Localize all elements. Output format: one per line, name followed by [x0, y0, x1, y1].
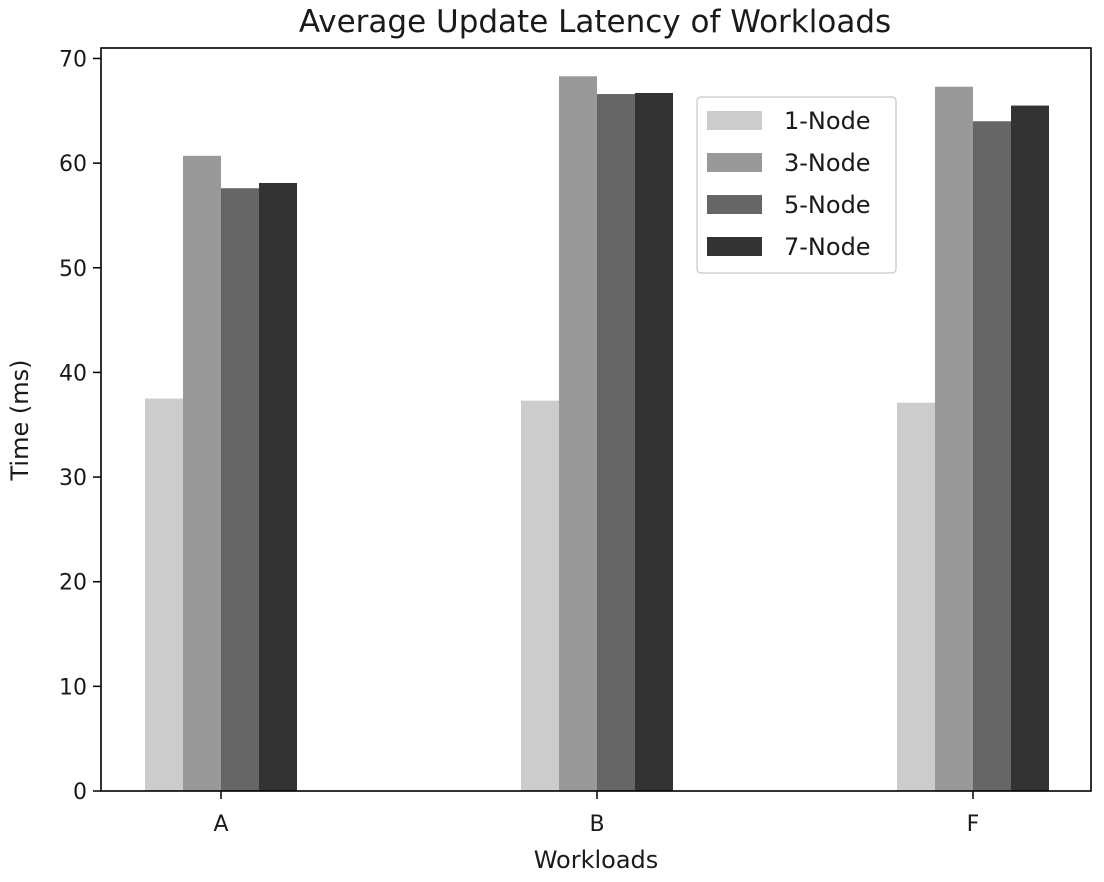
- x-axis-label: Workloads: [534, 846, 659, 874]
- bar-3-node-a: [183, 155, 221, 791]
- legend: 1-Node 3-Node 5-Node 7-Node: [696, 96, 897, 274]
- legend-label: 1-Node: [784, 107, 871, 135]
- y-axis: 0 10 20 30 40 50 60 70: [59, 47, 101, 805]
- y-tick-label: 30: [59, 466, 87, 491]
- bar-5-node-f: [973, 121, 1011, 791]
- bars-group: [145, 76, 1049, 792]
- bar-1-node-b: [521, 400, 559, 791]
- y-tick-label: 40: [59, 361, 87, 386]
- y-tick-label: 10: [59, 675, 87, 700]
- bar-5-node-a: [221, 188, 259, 792]
- bar-1-node-a: [145, 398, 183, 791]
- x-tick-label: B: [589, 812, 604, 837]
- bar-1-node-f: [897, 402, 935, 791]
- bar-7-node-a: [259, 182, 297, 791]
- y-tick-label: 50: [59, 257, 87, 282]
- x-tick-label: F: [967, 812, 980, 837]
- legend-label: 5-Node: [784, 191, 871, 219]
- bar-5-node-b: [597, 94, 635, 792]
- legend-box: [696, 96, 897, 274]
- legend-label: 7-Node: [784, 233, 871, 261]
- y-tick-label: 60: [59, 152, 87, 177]
- y-tick-label: 70: [59, 47, 87, 72]
- legend-swatch: [707, 237, 762, 256]
- bar-7-node-b: [635, 92, 673, 791]
- plot-frame: [100, 47, 1092, 792]
- y-tick-label: 0: [73, 780, 87, 805]
- legend-label: 3-Node: [784, 149, 871, 177]
- x-tick-label: A: [213, 812, 228, 837]
- bar-7-node-f: [1011, 105, 1049, 791]
- legend-swatch: [707, 111, 762, 130]
- legend-swatch: [707, 153, 762, 172]
- legend-swatch: [707, 195, 762, 214]
- bar-3-node-b: [559, 76, 597, 791]
- chart-title: Average Update Latency of Workloads: [299, 4, 891, 40]
- bar-3-node-f: [935, 86, 973, 791]
- y-tick-label: 20: [59, 571, 87, 596]
- y-axis-label: Time (ms): [6, 360, 34, 482]
